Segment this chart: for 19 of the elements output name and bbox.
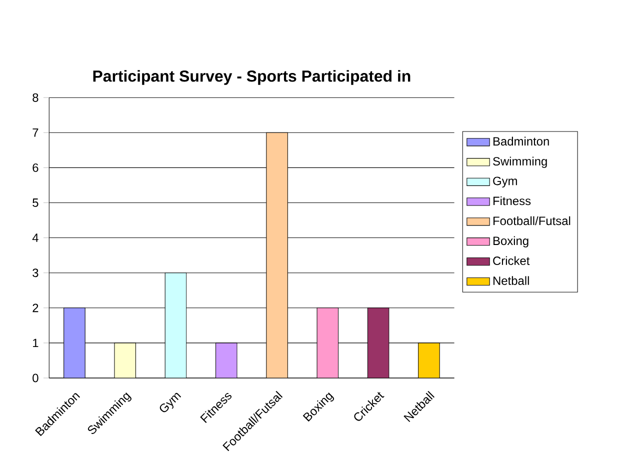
y-tick-label: 2 — [32, 304, 38, 312]
legend-label: Swimming — [493, 156, 547, 168]
y-tick-label: 7 — [32, 128, 38, 137]
y-tick-label: 3 — [32, 268, 38, 277]
legend-label: Gym — [493, 176, 517, 188]
y-tick-label: 1 — [33, 338, 38, 347]
y-tick-label: 8 — [32, 93, 38, 102]
legend-label: Badminton — [493, 136, 549, 146]
x-tick-label: Gym — [160, 392, 182, 412]
y-tick-label: 5 — [32, 198, 38, 207]
legend-label: Football/Futsal — [493, 216, 570, 225]
legend-label: Boxing — [493, 236, 528, 248]
y-tick-label: 0 — [32, 374, 38, 382]
legend-label: Fitness — [493, 196, 531, 206]
chart-title: Participant Survey - Sports Participated in — [93, 70, 410, 85]
y-tick-label: 4 — [32, 234, 38, 242]
legend-label: Netball — [493, 276, 529, 285]
legend-label: Cricket — [493, 256, 530, 265]
y-tick-label: 6 — [32, 163, 38, 172]
